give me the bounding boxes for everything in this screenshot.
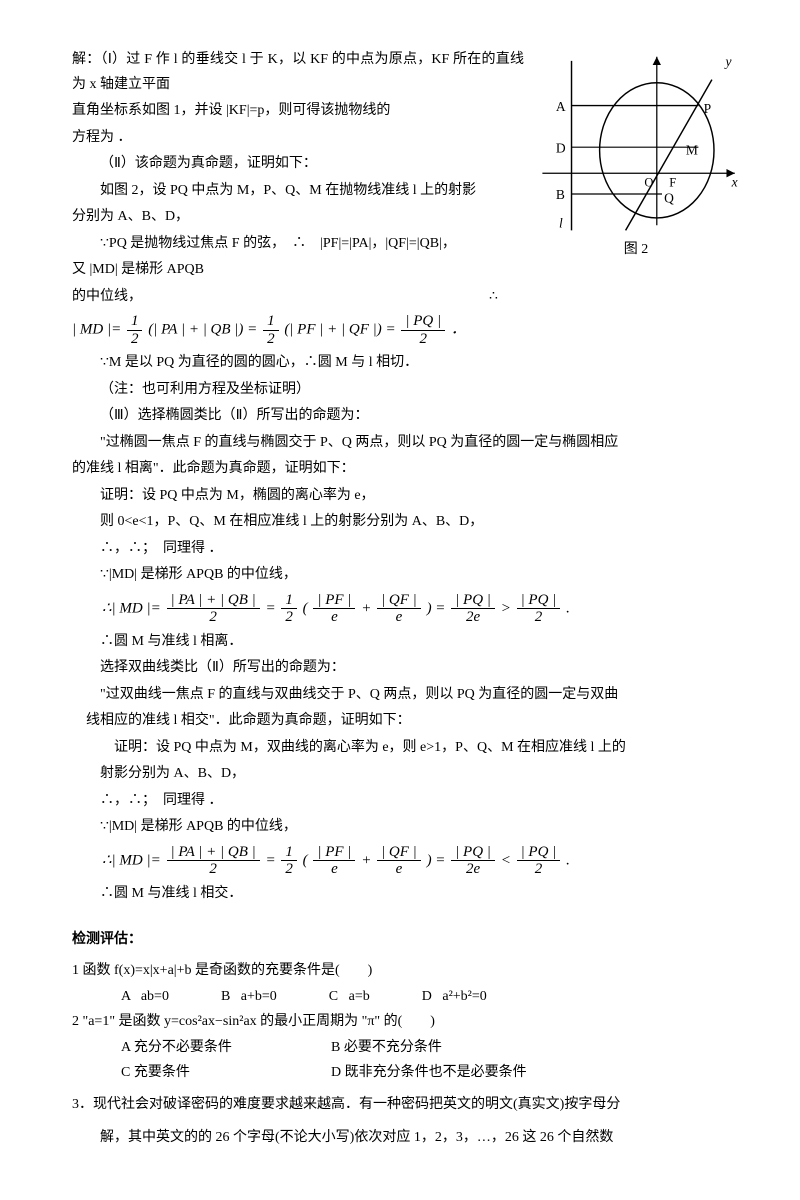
- sol-p3-l1: （Ⅲ）选择椭圆类比（Ⅱ）所写出的命题为：: [72, 404, 740, 429]
- q2-optC: C 充要条件: [121, 1061, 331, 1086]
- q1-stem: 1 函数 f(x)=x|x+a|+b 是奇函数的充要条件是( ): [72, 959, 740, 984]
- svg-text:B: B: [556, 187, 565, 202]
- sol-p3b-conc: ∴圆 M 与准线 l 相交．: [72, 882, 740, 907]
- q1-optC: C a=b: [329, 985, 370, 1010]
- sol-p3b-q1: "过双曲线一焦点 F 的直线与双曲线交于 P、Q 两点，则以 PQ 为直径的圆一…: [72, 683, 740, 708]
- svg-text:x: x: [731, 175, 738, 190]
- figure-caption: 图 2: [532, 238, 740, 263]
- q3-l1: 3．现代社会对破译密码的难度要求越来越高．有一种密码把英文的明文(真实文)按字母…: [72, 1093, 740, 1118]
- sol-p3-conc: ∴圆 M 与准线 l 相离．: [72, 630, 740, 655]
- figure-2: y x A D B P M Q O F l 图 2: [532, 48, 740, 263]
- svg-text:F: F: [669, 176, 676, 190]
- q2-optB: B 必要不充分条件: [331, 1036, 541, 1061]
- eq-md-1: | MD |= 12 (| PA | + | QB |) = 12 (| PF …: [72, 313, 740, 347]
- sol-p3b-l1: 选择双曲线类比（Ⅱ）所写出的命题为：: [72, 656, 740, 681]
- lhs: | MD |=: [72, 321, 121, 337]
- q1-optD: D a²+b²=0: [422, 985, 487, 1010]
- sol-p2-m1: ∵M 是以 PQ 为直径的圆的圆心，∴圆 M 与 l 相切．: [72, 351, 740, 376]
- svg-text:A: A: [556, 99, 566, 114]
- q2-stem: 2 "a=1" 是函数 y=cos²ax−sin²ax 的最小正周期为 "π" …: [72, 1010, 740, 1035]
- m1: (| PA | + | QB |) =: [148, 321, 257, 337]
- q1-optB: B a+b=0: [221, 985, 277, 1010]
- sol-p3b-p4: ∵|MD| 是梯形 APQB 的中位线，: [72, 815, 740, 840]
- sol-p3-p4: ∵|MD| 是梯形 APQB 的中位线，: [72, 563, 740, 588]
- sol-p3b-p2: 射影分别为 A、B、D，: [72, 762, 740, 787]
- lhs: ∴| MD |=: [102, 600, 161, 616]
- eq-md-hyperbola: ∴| MD |= | PA | + | QB |2 = 12 ( | PF |e…: [102, 844, 740, 878]
- svg-text:M: M: [686, 142, 698, 157]
- q2-options: A 充分不必要条件 B 必要不充分条件 C 充要条件 D 既非充分条件也不是必要…: [121, 1036, 740, 1085]
- sol-p2-note: （注：也可利用方程及坐标证明）: [72, 378, 740, 403]
- svg-text:D: D: [556, 140, 566, 155]
- sol-p3-p2: 则 0<e<1，P、Q、M 在相应准线 l 上的射影分别为 A、B、D，: [72, 510, 740, 535]
- sol-p3b-p1: 证明：设 PQ 中点为 M，双曲线的离心率为 e，则 e>1，P、Q、M 在相应…: [72, 736, 740, 761]
- sol-p3-p3: ∴，∴； 同理得 ．: [72, 537, 740, 562]
- text: ∴: [489, 289, 498, 304]
- tail: ．: [451, 321, 466, 337]
- assessment-title: 检测评估：: [72, 928, 740, 953]
- svg-text:Q: Q: [664, 190, 674, 205]
- sol-p3-q1: "过椭圆一焦点 F 的直线与椭圆交于 P、Q 两点，则以 PQ 为直径的圆一定与…: [72, 431, 740, 456]
- text: 的中位线，: [72, 289, 142, 304]
- m2: (| PF | + | QF |) =: [284, 321, 395, 337]
- q1-options: A ab=0 B a+b=0 C a=b D a²+b²=0: [121, 985, 740, 1010]
- sol-p3-q2: 的准线 l 相离"．此命题为真命题，证明如下：: [72, 457, 740, 482]
- q1-optA: A ab=0: [121, 985, 169, 1010]
- q3-l2: 解，其中英文的的 26 个字母(不论大小写)依次对应 1，2，3，…，26 这 …: [72, 1126, 740, 1151]
- q2-optD: D 既非充分条件也不是必要条件: [331, 1061, 541, 1086]
- eq-md-ellipse: ∴| MD |= | PA | + | QB |2 = 12 ( | PF |e…: [102, 592, 740, 626]
- sol-p3b-q2: 线相应的准线 l 相交"．此命题为真命题，证明如下：: [86, 709, 740, 734]
- figure-svg: y x A D B P M Q O F l: [532, 48, 740, 236]
- svg-text:l: l: [559, 215, 563, 230]
- svg-text:P: P: [704, 101, 712, 116]
- svg-text:y: y: [723, 54, 731, 69]
- sol-p3-p1: 证明：设 PQ 中点为 M，椭圆的离心率为 e，: [72, 484, 740, 509]
- q2-optA: A 充分不必要条件: [121, 1036, 331, 1061]
- sol-p2-l6: 的中位线， ∴: [72, 285, 740, 310]
- sol-p3b-p3: ∴，∴； 同理得 ．: [72, 789, 740, 814]
- svg-text:O: O: [644, 176, 653, 190]
